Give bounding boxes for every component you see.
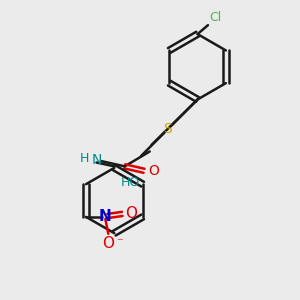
Text: O: O bbox=[148, 164, 159, 178]
Text: N: N bbox=[99, 209, 112, 224]
Text: H: H bbox=[80, 152, 89, 164]
Text: O: O bbox=[125, 206, 137, 221]
Text: ⁻: ⁻ bbox=[116, 236, 122, 249]
Text: Cl: Cl bbox=[209, 11, 222, 24]
Text: O: O bbox=[102, 236, 114, 251]
Text: S: S bbox=[164, 122, 172, 136]
Text: N: N bbox=[91, 152, 102, 167]
Text: HO: HO bbox=[120, 176, 140, 189]
